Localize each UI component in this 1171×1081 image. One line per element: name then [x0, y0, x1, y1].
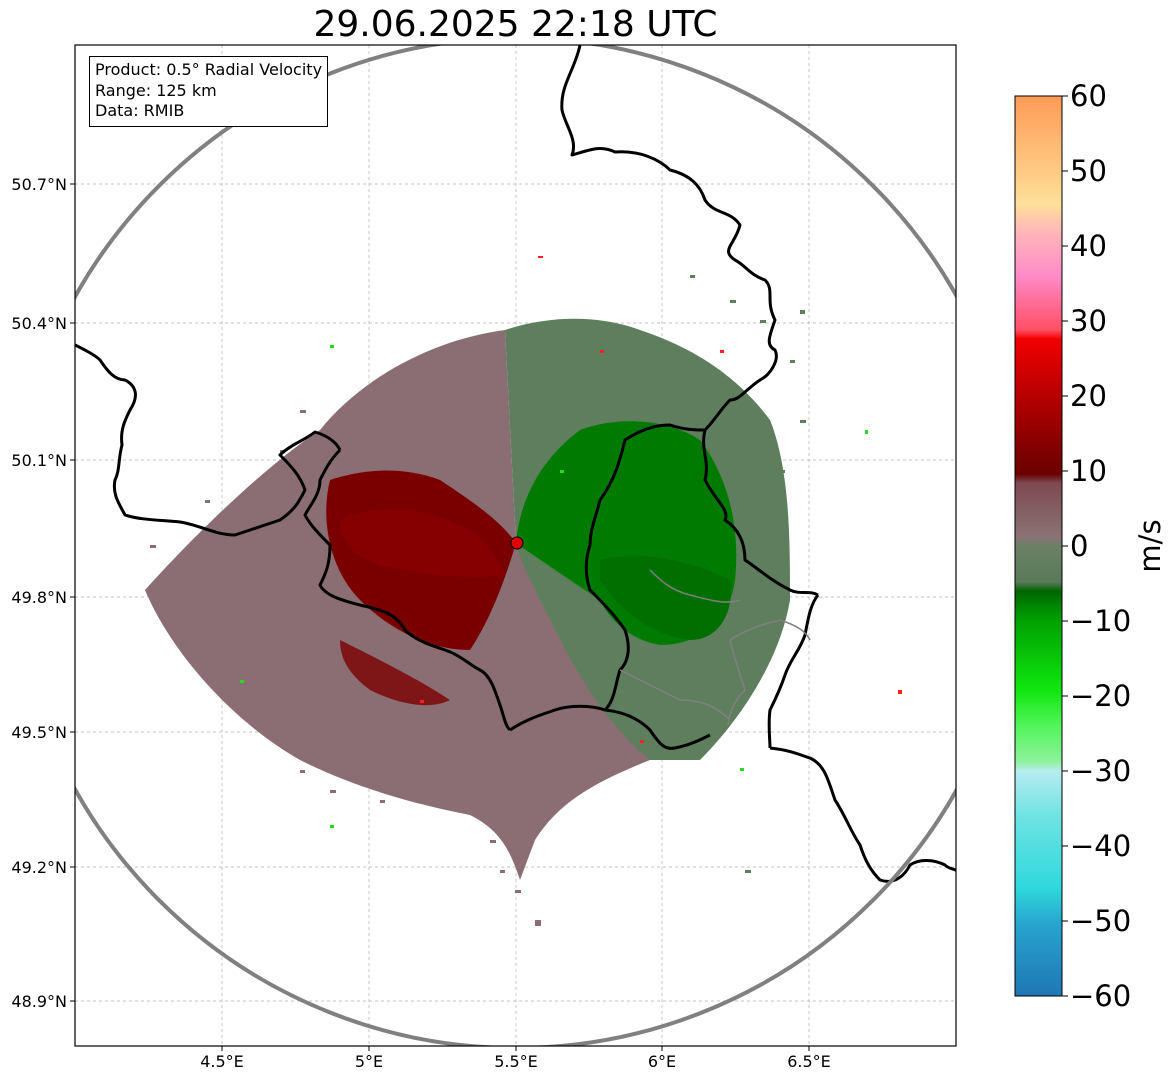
product-info-box: Product: 0.5° Radial Velocity Range: 125… [89, 56, 329, 127]
lat-tick-label: 50.7°N [11, 175, 67, 194]
lat-tick-label: 50.4°N [11, 314, 67, 333]
range-label: Range: 125 km [95, 80, 217, 100]
lat-tick-label: 50.1°N [11, 451, 67, 470]
lon-ticks [221, 1046, 810, 1051]
colorbar-tick: −20 [1070, 679, 1131, 713]
colorbar-gradient [1014, 95, 1063, 997]
colorbar-tick: −40 [1070, 829, 1131, 863]
data-source-label: Data: RMIB [95, 101, 185, 120]
colorbar-tick: −50 [1070, 904, 1131, 938]
colorbar-tick: −10 [1070, 604, 1131, 638]
colorbar: 60 50 40 30 20 10 0 −10 −20 −30 −40 −50 … [1014, 79, 1167, 1013]
radar-site-marker [510, 536, 524, 550]
product-label: Product: 0.5° Radial Velocity [95, 60, 323, 79]
radar-echoes [145, 256, 902, 926]
lon-tick-label: 6°E [648, 1052, 676, 1071]
lon-tick-label: 6.5°E [787, 1052, 831, 1071]
colorbar-tick: 30 [1070, 304, 1107, 338]
lat-tick-label: 49.2°N [11, 858, 67, 877]
regional-borders [619, 569, 811, 726]
lat-tick-label: 49.5°N [11, 723, 67, 742]
lat-tick-label: 49.8°N [11, 588, 67, 607]
lon-tick-label: 4.5°E [200, 1052, 244, 1071]
colorbar-tick: 20 [1070, 379, 1107, 413]
lat-ticks [70, 183, 75, 1002]
lon-tick-label: 5°E [355, 1052, 383, 1071]
colorbar-tick: 40 [1070, 229, 1107, 263]
colorbar-tick: 0 [1070, 529, 1088, 563]
colorbar-tick: 10 [1070, 454, 1107, 488]
map-title: 29.06.2025 22:18 UTC [313, 4, 718, 45]
colorbar-tick: 60 [1070, 79, 1107, 113]
lon-tick-label: 5.5°E [494, 1052, 538, 1071]
country-borders [75, 45, 956, 883]
colorbar-tick: 50 [1070, 154, 1107, 188]
colorbar-tick: −30 [1070, 754, 1131, 788]
colorbar-label: m/s [1133, 519, 1167, 572]
colorbar-tick: −60 [1070, 979, 1131, 1013]
lat-tick-label: 48.9°N [11, 992, 67, 1011]
